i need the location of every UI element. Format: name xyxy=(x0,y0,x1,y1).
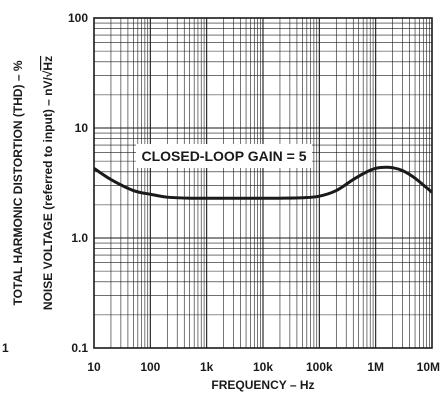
x-tick-label: 1k xyxy=(200,360,214,374)
y-axis-title-inner: NOISE VOLTAGE (referred to input) – nV/√… xyxy=(41,56,55,310)
x-axis-title: FREQUENCY – Hz xyxy=(211,378,314,392)
y-tick-label: 100 xyxy=(68,11,88,25)
x-tick-label: 1M xyxy=(367,360,384,374)
x-tick-labels: 10 100 1k 10k 100k 1M 10M xyxy=(87,360,440,374)
y-axis-title-outer: TOTAL HARMONIC DISTORTION (THD) – % xyxy=(11,60,25,305)
x-tick-label: 100 xyxy=(140,360,160,374)
y-tick-label: 10 xyxy=(75,121,89,135)
y-tick-labels: 0.1 1.0 10 100 xyxy=(68,11,88,355)
x-tick-label: 100k xyxy=(306,360,333,374)
y-tick-label: 1.0 xyxy=(71,231,88,245)
x-tick-label: 10M xyxy=(417,360,440,374)
plot-border xyxy=(93,17,433,349)
x-tick-label: 10 xyxy=(87,360,101,374)
sqrt-symbol: √ xyxy=(41,70,55,77)
annotation-box: CLOSED-LOOP GAIN = 5 xyxy=(136,144,312,168)
annotation-label: CLOSED-LOOP GAIN = 5 xyxy=(141,148,306,164)
y-axis-title-inner-unit: Hz xyxy=(41,56,55,71)
left-edge-label: 1 xyxy=(2,341,9,355)
y-axis-title-inner-main: NOISE VOLTAGE (referred to input) – nV/ xyxy=(41,77,55,311)
series-layer xyxy=(94,165,432,200)
series-line xyxy=(94,165,432,200)
grid xyxy=(94,18,432,348)
x-tick-label: 10k xyxy=(253,360,273,374)
y-tick-label: 0.1 xyxy=(71,341,88,355)
